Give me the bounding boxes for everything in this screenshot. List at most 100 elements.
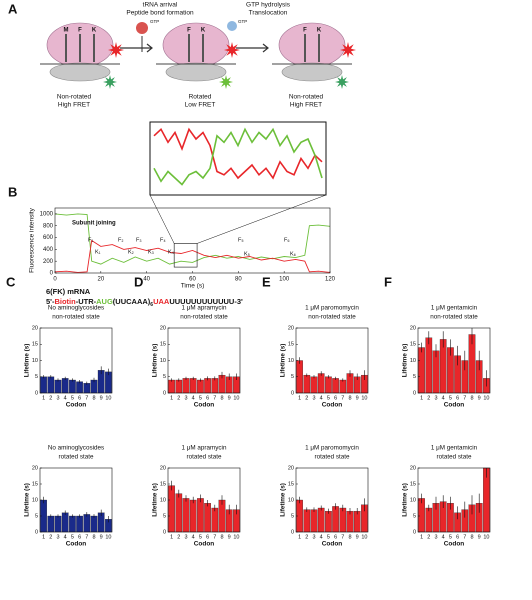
cy3-star xyxy=(335,75,349,89)
x-tick-label: 6 xyxy=(334,395,337,401)
x-tick-label: 2 xyxy=(305,395,308,401)
ribosome-small xyxy=(49,62,111,82)
event-label: F₆ xyxy=(284,237,290,243)
panel-label: C xyxy=(6,274,16,289)
x-tick-label: 8 xyxy=(92,395,95,401)
bar xyxy=(83,514,91,533)
site-label: K xyxy=(201,28,206,34)
x-tick-label: 6 xyxy=(456,395,459,401)
x-tick-label: 3 xyxy=(312,395,315,401)
bar xyxy=(425,337,433,394)
x-tick-label: 10 xyxy=(233,395,239,401)
y-tick-label: 5 xyxy=(413,374,416,380)
bar xyxy=(310,509,318,533)
event-label: K₄ xyxy=(168,249,175,255)
cy5-star xyxy=(340,42,356,58)
x-tick-label: 6 xyxy=(206,395,209,401)
x-tick-label: 5 xyxy=(449,395,452,401)
x-tick-label: 8 xyxy=(220,395,223,401)
y-tick-label: 10 xyxy=(410,358,416,364)
mrna-title: 6(FK) mRNA xyxy=(46,287,91,296)
bar xyxy=(90,515,98,533)
x-tick-label: 2 xyxy=(177,395,180,401)
x-tick-label: 4 xyxy=(64,534,67,540)
trace-line xyxy=(54,213,331,265)
sequence-part: -UTR- xyxy=(76,297,97,306)
x-tick-label: 2 xyxy=(49,395,52,401)
sequence-part: UUUUUUUUUUUU-3' xyxy=(169,297,243,306)
bar xyxy=(76,515,83,533)
x-tick-label: 2 xyxy=(49,534,52,540)
x-tick-label: 9 xyxy=(228,395,231,401)
cy5-star xyxy=(108,42,124,58)
bar xyxy=(168,485,175,533)
event-label: F₅ xyxy=(238,237,244,243)
gtp-label: GTP xyxy=(238,19,247,24)
y-tick-label: 0 xyxy=(50,271,54,277)
bar xyxy=(204,503,211,533)
x-tick-label: 4 xyxy=(64,395,67,401)
y-tick-label: 20 xyxy=(160,325,166,331)
sequence-part: Biotin xyxy=(54,297,76,306)
event-label: F₂ xyxy=(118,237,124,243)
y-tick-label: 200 xyxy=(43,259,54,265)
x-tick-label: 7 xyxy=(463,395,466,401)
bar xyxy=(47,376,55,394)
y-tick-label: 15 xyxy=(410,481,416,487)
y-tick-label: 15 xyxy=(32,481,38,487)
x-tick-label: 5 xyxy=(327,534,330,540)
x-tick-label: 8 xyxy=(92,534,95,540)
y-tick-label: 5 xyxy=(163,513,166,519)
event-label: K₆ xyxy=(290,251,296,257)
x-tick-label: 60 xyxy=(189,277,196,283)
x-tick-label: 7 xyxy=(213,395,216,401)
x-tick-label: 1 xyxy=(170,534,173,540)
x-tick-label: 1 xyxy=(298,395,301,401)
x-tick-label: 1 xyxy=(42,395,45,401)
ribosome-small xyxy=(165,62,227,82)
step-label: GTP hydrolysis xyxy=(246,2,291,9)
y-tick-label: 10 xyxy=(32,497,38,503)
y-tick-label: 5 xyxy=(35,374,38,380)
state-label: High FRET xyxy=(290,102,322,109)
x-tick-label: 5 xyxy=(71,534,74,540)
x-tick-label: 10 xyxy=(361,534,367,540)
y-tick-label: 15 xyxy=(32,342,38,348)
chart-subtitle: non-rotated state xyxy=(430,314,478,321)
y-tick-label: 0 xyxy=(413,529,416,535)
y-axis-label: Lifetime (s) xyxy=(280,483,287,517)
bar xyxy=(325,511,332,533)
x-tick-label: 6 xyxy=(206,534,209,540)
step-label: tRNA arrival xyxy=(143,2,178,9)
y-tick-label: 0 xyxy=(163,529,166,535)
event-label: F₁ xyxy=(88,237,93,243)
y-tick-label: 5 xyxy=(35,513,38,519)
cy3-star xyxy=(103,75,117,89)
bar xyxy=(197,498,204,533)
chart-title: 1 μM paromomycin xyxy=(305,305,359,312)
bar xyxy=(40,376,47,394)
x-tick-label: 4 xyxy=(192,395,195,401)
x-tick-label: 4 xyxy=(320,534,323,540)
bar xyxy=(61,512,69,533)
sequence-part: (UUCAAA) xyxy=(113,297,151,306)
y-tick-label: 20 xyxy=(160,465,166,471)
y-tick-label: 20 xyxy=(288,465,294,471)
panel-label: B xyxy=(8,184,17,199)
inset-trace xyxy=(153,127,323,186)
x-tick-label: 7 xyxy=(213,534,216,540)
y-tick-label: 0 xyxy=(35,390,38,396)
bar xyxy=(325,376,332,394)
x-tick-label: 4 xyxy=(442,395,445,401)
bar xyxy=(189,499,197,533)
x-axis-label: Codon xyxy=(322,541,343,548)
trace-line xyxy=(54,239,331,273)
x-tick-label: 3 xyxy=(434,534,437,540)
arrow xyxy=(236,43,269,53)
bar xyxy=(317,507,325,533)
y-tick-label: 0 xyxy=(291,529,294,535)
x-tick-label: 7 xyxy=(85,395,88,401)
y-tick-label: 15 xyxy=(160,342,166,348)
bar xyxy=(182,378,190,394)
inset-trace xyxy=(153,127,323,180)
